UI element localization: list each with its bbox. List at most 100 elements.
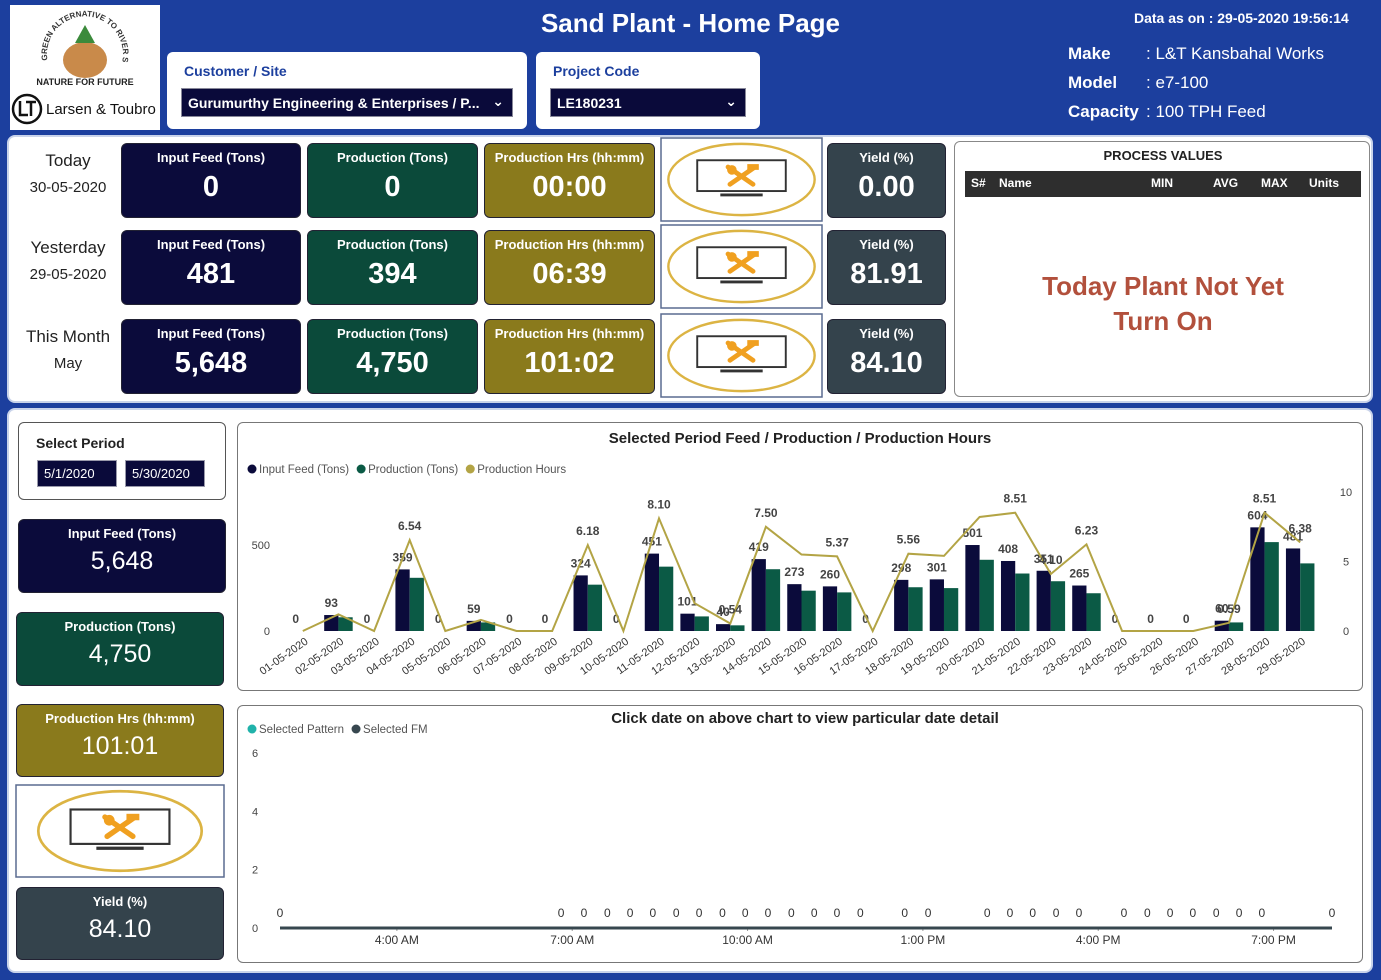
kpi-card: Input Feed (Tons) 481 — [121, 230, 301, 305]
data-label: 0 — [925, 906, 932, 920]
customer-dropdown[interactable]: Gurumurthy Engineering & Enterprises / P… — [181, 88, 513, 117]
bar — [587, 584, 603, 631]
info-value: : 100 TPH Feed — [1146, 102, 1266, 121]
kpi-label: Production Hrs (hh:mm) — [45, 711, 195, 726]
process-title: PROCESS VALUES — [1103, 148, 1223, 163]
bar — [1086, 593, 1101, 631]
data-label: 0 — [811, 906, 818, 920]
data-label: 408 — [998, 542, 1018, 556]
bar — [716, 624, 731, 631]
y-tick-label: 4 — [252, 806, 258, 818]
kpi-card: Yield (%) 81.91 — [827, 230, 946, 305]
bar — [466, 620, 481, 631]
data-label: 0 — [292, 612, 299, 626]
bar — [680, 613, 695, 631]
line-label: 6.23 — [1075, 523, 1099, 537]
bar — [1036, 570, 1051, 631]
project-dropdown[interactable]: LE180231 ⌄ — [550, 88, 746, 117]
column-header: MAX — [1261, 176, 1288, 190]
bar — [965, 545, 980, 631]
x-tick-label: 4:00 AM — [375, 933, 419, 947]
legend-marker — [356, 464, 366, 474]
period-date: 30-05-2020 — [29, 179, 107, 196]
kpi-label: Input Feed (Tons) — [156, 326, 266, 341]
status-icon — [668, 144, 814, 215]
kpi-label: Yield (%) — [859, 237, 914, 252]
bar — [1300, 563, 1315, 631]
info-label: Capacity — [1068, 102, 1139, 121]
select-period: Select Period 5/1/2020 5/30/2020 — [18, 422, 226, 500]
chart-title: Click date on above chart to view partic… — [611, 710, 999, 727]
page-title: Sand Plant - Home Page — [540, 8, 841, 38]
legend-marker — [247, 724, 257, 734]
chart-title: Selected Period Feed / Production / Prod… — [609, 430, 992, 447]
kpi-card: Yield (%) 84.10 — [16, 887, 224, 960]
kpi-card: Input Feed (Tons) 5,648 — [121, 319, 301, 394]
data-label: 0 — [1007, 906, 1014, 920]
dropdown-value: Gurumurthy Engineering & Enterprises / P… — [188, 95, 480, 111]
data-label: 0 — [1112, 612, 1119, 626]
kpi-card: Production Hrs (hh:mm) 00:00 — [484, 143, 655, 218]
kpi-label: Production Hrs (hh:mm) — [494, 326, 645, 341]
bar — [787, 584, 802, 631]
kpi-card: Production Hrs (hh:mm) 101:02 — [484, 319, 655, 394]
select-period-title: Select Period — [36, 435, 125, 451]
kpi-card: Yield (%) 84.10 — [827, 319, 946, 394]
date-from[interactable]: 5/1/2020 — [37, 460, 117, 487]
data-label: 0 — [613, 612, 620, 626]
bar — [979, 559, 994, 631]
kpi-card: Production Hrs (hh:mm) 06:39 — [484, 230, 655, 305]
info-value: : e7-100 — [1146, 73, 1209, 92]
kpi-value: 101:01 — [81, 732, 159, 760]
logo-tagline: NATURE FOR FUTURE — [36, 77, 133, 87]
date-to[interactable]: 5/30/2020 — [125, 460, 205, 487]
data-label: 0 — [1144, 906, 1151, 920]
legend-label: Production (Tons) — [368, 464, 458, 476]
lt-mark — [11, 93, 43, 125]
y-tick-label: 500 — [252, 540, 270, 552]
y-tick-label: 2 — [252, 865, 258, 877]
data-label: 60 — [1215, 602, 1229, 616]
kpi-label: Production Hrs (hh:mm) — [494, 150, 645, 165]
bar — [694, 616, 709, 631]
bar — [837, 592, 852, 631]
data-label: 0 — [1190, 906, 1197, 920]
bar — [1015, 573, 1030, 631]
logo-box: GREEN ALTERNATIVE TO RIVER SAND NATURE F… — [7, 0, 160, 130]
line-label: 5.37 — [825, 535, 849, 549]
bar — [730, 625, 745, 631]
data-label: 0 — [558, 906, 565, 920]
logo: GREEN ALTERNATIVE TO RIVER SAND NATURE F… — [7, 0, 156, 125]
bar — [1050, 581, 1066, 631]
column-header: AVG — [1213, 176, 1239, 190]
filter-label: Project Code — [553, 63, 640, 79]
data-label: 0 — [984, 906, 991, 920]
x-tick-label: 7:00 AM — [550, 933, 594, 947]
column-header: S# — [971, 176, 986, 190]
dropdown-value: LE180231 — [557, 95, 622, 111]
kpi-label: Production (Tons) — [64, 619, 176, 634]
data-label: 301 — [927, 560, 947, 574]
y-tick-label: 6 — [252, 748, 258, 760]
kpi-label: Production Hrs (hh:mm) — [494, 237, 645, 252]
x-tick-label: 10:00 AM — [722, 933, 773, 947]
kpi-card: Production (Tons) 0 — [307, 143, 478, 218]
kpi-value: 394 — [368, 258, 417, 290]
kpi-card: Production (Tons) 4,750 — [16, 612, 224, 686]
line-label: 6.54 — [398, 519, 422, 533]
chevron: ⌄ — [725, 93, 737, 109]
kpi-card: Production Hrs (hh:mm) 101:01 — [16, 704, 224, 777]
kpi-value: 101:02 — [524, 347, 615, 379]
kpi-label: Yield (%) — [859, 150, 914, 165]
kpi-label: Input Feed (Tons) — [156, 237, 266, 252]
line-label: 4.10 — [1039, 553, 1063, 567]
period-label: Yesterday — [30, 238, 106, 257]
bar — [1228, 622, 1244, 631]
kpi-value: 84.10 — [850, 347, 923, 379]
kpi-value: 5,648 — [90, 547, 154, 575]
data-label: 0 — [765, 906, 772, 920]
legend-label: Selected FM — [363, 724, 428, 736]
bar — [943, 588, 959, 631]
kpi-card: Input Feed (Tons) 0 — [121, 143, 301, 218]
legend-label: Production Hours — [477, 464, 566, 476]
